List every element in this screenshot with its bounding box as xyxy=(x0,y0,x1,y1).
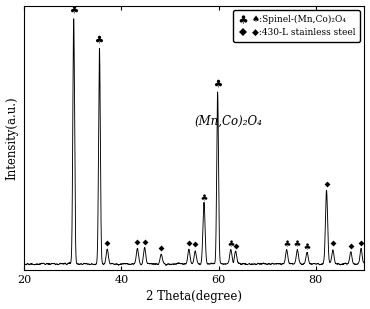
X-axis label: 2 Theta(degree): 2 Theta(degree) xyxy=(146,290,242,303)
Text: (Mn,Co)₂O₄: (Mn,Co)₂O₄ xyxy=(194,115,262,128)
Legend: ♠:Spinel-(Mn,Co)₂O₄, ◆:430-L stainless steel: ♠:Spinel-(Mn,Co)₂O₄, ◆:430-L stainless s… xyxy=(233,10,360,42)
Y-axis label: Intensity(a.u.): Intensity(a.u.) xyxy=(6,96,18,180)
